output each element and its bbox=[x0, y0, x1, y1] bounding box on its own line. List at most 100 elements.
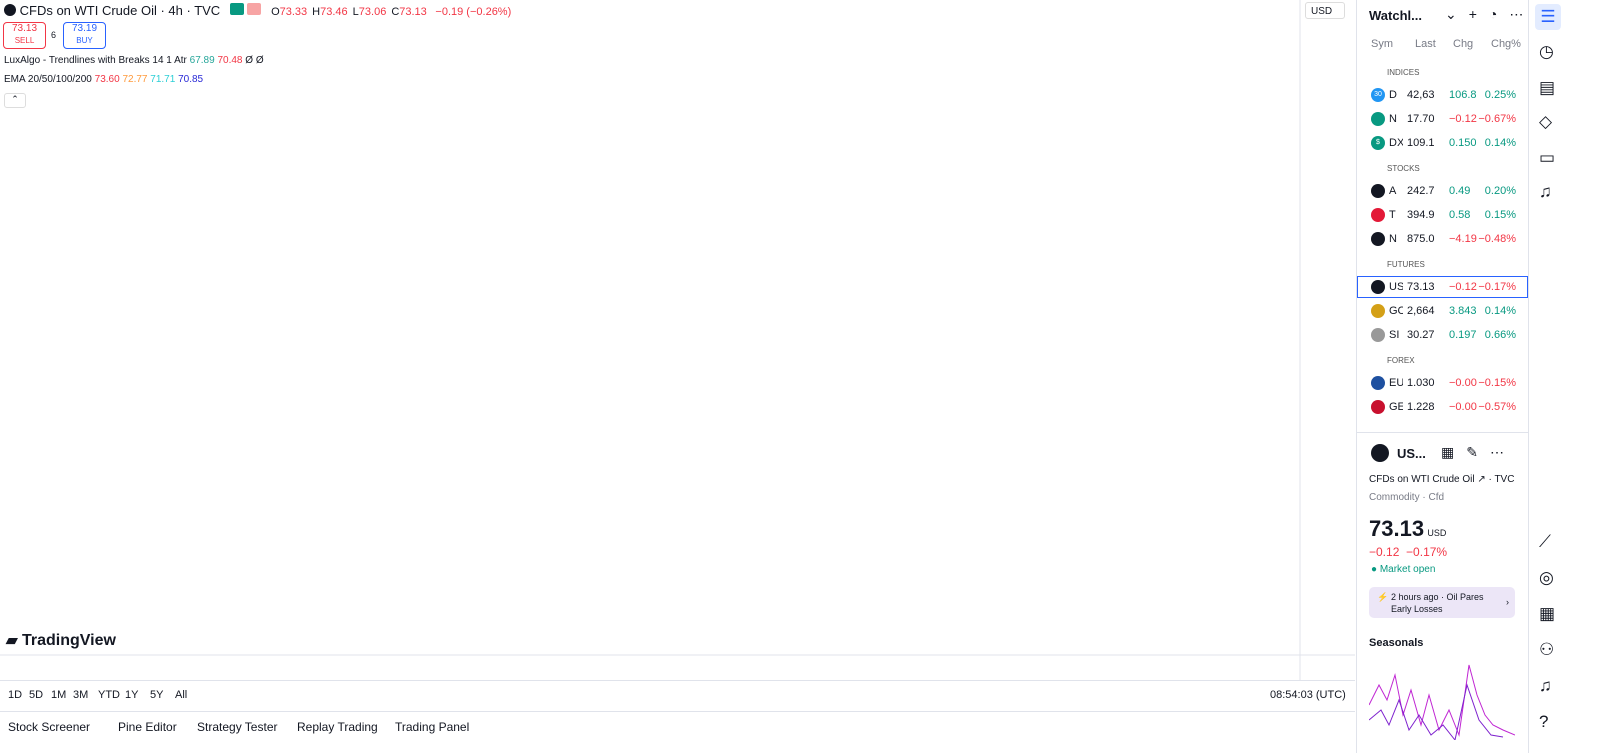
tool[interactable]: ◷ bbox=[1539, 42, 1554, 61]
tool[interactable]: ☰ bbox=[1535, 4, 1561, 30]
ema-value: 70.85 bbox=[178, 74, 204, 85]
sell-label: SELL bbox=[14, 36, 35, 45]
chg: −4.19 bbox=[1449, 233, 1477, 245]
indicator1-tail: Ø Ø bbox=[245, 55, 264, 66]
indicator1-value: 70.48 bbox=[217, 55, 243, 66]
chg: 0.150 bbox=[1449, 137, 1477, 149]
status bbox=[229, 3, 244, 15]
ohlc-key: H bbox=[312, 6, 321, 18]
tool[interactable]: ◇ bbox=[1539, 112, 1553, 131]
sub: Cfd bbox=[1428, 492, 1445, 503]
tool[interactable]: ◎ bbox=[1539, 568, 1554, 587]
ohlc-key: C bbox=[391, 6, 400, 18]
sym: US bbox=[1389, 281, 1403, 293]
section: FOREX bbox=[1387, 356, 1415, 365]
sym: N bbox=[1389, 113, 1397, 125]
ohlc-value: 73.13 bbox=[399, 6, 427, 18]
watch-row[interactable]: N 875.0 −4.19 −0.48% bbox=[1357, 228, 1528, 250]
detail-tools[interactable]: ▦✎⋯ bbox=[1441, 444, 1516, 460]
change: −0.12 bbox=[1369, 545, 1400, 559]
tab[interactable]: Trading Panel bbox=[395, 720, 470, 734]
detail-name: CFDs on WTI Crude Oil bbox=[1369, 474, 1475, 485]
range-button[interactable]: YTD bbox=[98, 689, 120, 701]
range-button[interactable]: 5Y bbox=[150, 689, 164, 701]
range-button[interactable]: 1Y bbox=[125, 689, 139, 701]
symbol-icon: $ bbox=[1371, 136, 1385, 150]
news-time: 2 hours ago bbox=[1391, 592, 1439, 602]
tool[interactable]: ♫ bbox=[1539, 676, 1552, 695]
tab[interactable]: Stock Screener bbox=[8, 720, 91, 734]
detail-line: CFDs on WTI Crude Oil ↗ · TVC bbox=[1369, 474, 1515, 485]
tool[interactable]: ▤ bbox=[1539, 78, 1556, 97]
collapse-button[interactable]: ⌃ bbox=[4, 93, 26, 108]
column: Chg% bbox=[1491, 38, 1521, 50]
range-button[interactable]: 3M bbox=[73, 689, 89, 701]
logo-text: TradingView bbox=[22, 632, 116, 649]
symbol[interactable]: CFDs on WTI Crude Oil · 4h · TVC bbox=[19, 3, 221, 18]
last: 42,63 bbox=[1407, 89, 1435, 101]
watchlist-tools[interactable]: ⌄+◔⋯ bbox=[1445, 6, 1536, 22]
tool[interactable]: ▦ bbox=[1539, 604, 1556, 623]
chart bbox=[0, 0, 1355, 680]
watch-row[interactable]: US 73.13 −0.12 −0.17% bbox=[1357, 276, 1528, 298]
symbol-icon bbox=[1371, 232, 1385, 246]
chg: −0.00 bbox=[1449, 377, 1477, 389]
tool[interactable]: ⟋ bbox=[1539, 532, 1551, 551]
last: 1.228 bbox=[1407, 401, 1435, 413]
tool[interactable]: ♫ bbox=[1539, 182, 1552, 201]
range-button[interactable]: 5D bbox=[29, 689, 44, 701]
tool[interactable]: ? bbox=[1539, 712, 1549, 731]
chgp: −0.67% bbox=[1478, 113, 1516, 125]
watch-row[interactable]: SI 30.27 0.197 0.66% bbox=[1357, 324, 1528, 346]
symbol-icon bbox=[4, 4, 16, 16]
last: 73.13 bbox=[1407, 281, 1435, 293]
change: −0.19 (−0.26%) bbox=[435, 6, 512, 18]
tab[interactable]: Strategy Tester bbox=[197, 720, 278, 734]
range-button[interactable]: 1D bbox=[8, 689, 23, 701]
chgp: 0.25% bbox=[1484, 89, 1516, 101]
sym: EU bbox=[1389, 377, 1403, 389]
watch-row[interactable]: GE 1.228 −0.00 −0.57% bbox=[1357, 396, 1528, 418]
watch-row[interactable]: EU 1.030 −0.00 −0.15% bbox=[1357, 372, 1528, 394]
chgp: 0.14% bbox=[1484, 305, 1516, 317]
tool[interactable]: ▭ bbox=[1539, 148, 1556, 167]
watch-row[interactable]: GC 2,664 3.843 0.14% bbox=[1357, 300, 1528, 322]
chg: 0.197 bbox=[1449, 329, 1477, 341]
sym: T bbox=[1389, 209, 1396, 221]
watch-row[interactable]: 30 D 42,63 106.8 0.25% bbox=[1357, 84, 1528, 106]
change-pct: −0.17% bbox=[1406, 545, 1448, 559]
last: 30.27 bbox=[1407, 329, 1435, 341]
indicator2: EMA 20/50/100/200 73.60 72.77 71.71 70.8… bbox=[4, 74, 203, 85]
section: INDICES bbox=[1387, 68, 1420, 77]
symbol-icon bbox=[1371, 184, 1385, 198]
symbol-icon bbox=[1371, 376, 1385, 390]
sell-button[interactable]: 73.13 SELL bbox=[3, 22, 46, 49]
currency: USD bbox=[1427, 528, 1447, 538]
price: 73.13 bbox=[1369, 516, 1425, 541]
chg: 106.8 bbox=[1449, 89, 1477, 101]
news[interactable]: ⚡ 2 hours ago · Oil Pares Early Losses › bbox=[1369, 587, 1515, 618]
tab[interactable]: Pine Editor bbox=[118, 720, 177, 734]
watch-row[interactable]: A 242.7 0.49 0.20% bbox=[1357, 180, 1528, 202]
range-button[interactable]: 1M bbox=[51, 689, 67, 701]
buy-button[interactable]: 73.19 BUY bbox=[63, 22, 106, 49]
column: Sym bbox=[1371, 38, 1393, 50]
tool[interactable]: ⚇ bbox=[1539, 640, 1555, 659]
season-line bbox=[1369, 683, 1504, 740]
tab[interactable]: Replay Trading bbox=[297, 720, 378, 734]
watchlist-title[interactable]: Watchl... bbox=[1369, 8, 1422, 23]
detail-change: −0.12 −0.17% bbox=[1369, 545, 1447, 559]
chgp: 0.14% bbox=[1484, 137, 1516, 149]
market-status: ● Market open bbox=[1371, 564, 1436, 575]
ema-value: 71.71 bbox=[150, 74, 176, 85]
ohlc-value: 73.06 bbox=[358, 6, 387, 18]
column: Chg bbox=[1453, 38, 1474, 50]
currency[interactable]: USD bbox=[1305, 2, 1345, 19]
range-button[interactable]: All bbox=[175, 689, 188, 701]
watch-row[interactable]: T 394.9 0.58 0.15% bbox=[1357, 204, 1528, 226]
indicator2-name: EMA 20/50/100/200 bbox=[4, 74, 92, 85]
symbol-icon bbox=[1371, 304, 1385, 318]
chg: −0.00 bbox=[1449, 401, 1477, 413]
watch-row[interactable]: N 17.70 −0.12 −0.67% bbox=[1357, 108, 1528, 130]
watch-row[interactable]: $ DX 109.1 0.150 0.14% bbox=[1357, 132, 1528, 154]
